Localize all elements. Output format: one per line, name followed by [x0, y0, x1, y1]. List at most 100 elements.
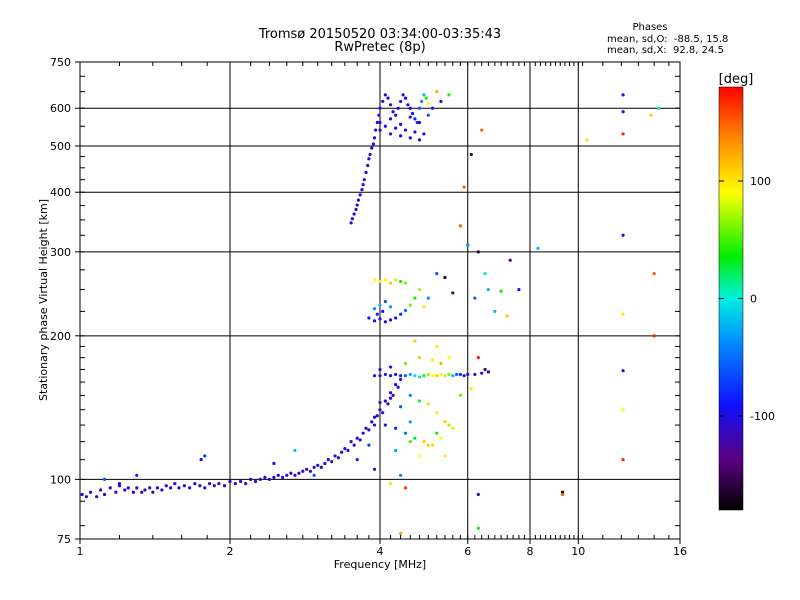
- y-tick-label: 300: [50, 246, 71, 259]
- echo-point: [367, 157, 371, 161]
- phases-heading: Phases: [632, 22, 668, 33]
- echo-point: [381, 309, 385, 314]
- echo-point: [372, 136, 377, 140]
- echo-point: [207, 481, 212, 486]
- echo-point: [249, 477, 253, 482]
- echo-point: [408, 372, 412, 377]
- x-tick-label: 6: [464, 545, 471, 558]
- echo-point: [439, 436, 443, 440]
- echo-point: [621, 93, 625, 97]
- echo-point: [375, 414, 379, 418]
- echo-point: [355, 436, 359, 440]
- echo-point: [430, 358, 435, 362]
- echo-point: [378, 367, 382, 372]
- echo-point: [430, 106, 435, 110]
- echo-point: [426, 101, 430, 105]
- echo-point: [383, 320, 387, 324]
- echo-point: [336, 456, 340, 460]
- echo-point: [657, 106, 661, 110]
- echo-point: [355, 203, 359, 207]
- echo-point: [362, 178, 366, 182]
- echo-point: [399, 374, 403, 378]
- echo-point: [466, 372, 470, 377]
- echo-point: [443, 275, 447, 280]
- echo-point: [383, 372, 387, 377]
- echo-point: [447, 93, 451, 97]
- echo-point: [439, 361, 443, 366]
- echo-point: [177, 486, 181, 490]
- echo-point: [447, 356, 451, 360]
- echo-point: [346, 448, 350, 453]
- echo-point: [486, 287, 490, 292]
- echo-point: [399, 377, 403, 382]
- echo-point: [406, 103, 410, 107]
- echo-point: [560, 490, 565, 494]
- echo-point: [388, 481, 393, 486]
- x-tick-label: 1: [77, 545, 84, 558]
- echo-point: [114, 490, 118, 494]
- echo-point: [435, 344, 439, 349]
- echo-point: [621, 132, 625, 136]
- echo-point: [375, 312, 379, 316]
- echo-point: [426, 113, 430, 117]
- echo-point: [408, 393, 412, 398]
- echo-point: [143, 488, 147, 492]
- echo-point: [316, 463, 320, 467]
- echo-point: [403, 486, 408, 490]
- echo-point: [394, 383, 398, 387]
- echo-point: [430, 443, 435, 447]
- echo-point: [473, 372, 477, 377]
- echo-point: [486, 370, 490, 374]
- echo-point: [381, 99, 385, 104]
- y-tick-label: 400: [50, 186, 71, 199]
- echo-point: [417, 287, 422, 292]
- echo-point: [198, 484, 202, 488]
- echo-point: [378, 408, 382, 412]
- echo-point: [378, 279, 382, 284]
- echo-point: [430, 374, 435, 378]
- echo-point: [330, 459, 334, 464]
- echo-point: [272, 475, 276, 479]
- echo-point: [358, 193, 362, 197]
- echo-point: [462, 185, 466, 189]
- echo-point: [84, 495, 88, 499]
- echo-point: [371, 142, 376, 146]
- echo-point: [383, 124, 387, 128]
- echo-point: [388, 305, 393, 309]
- echo-point: [417, 138, 422, 142]
- echo-point: [435, 374, 439, 378]
- echo-point: [399, 531, 403, 536]
- echo-point: [458, 224, 463, 228]
- echo-point: [413, 339, 417, 343]
- echo-point: [343, 447, 347, 451]
- echo-point: [333, 454, 337, 458]
- echo-point: [417, 356, 422, 360]
- x-tick-label: 8: [527, 545, 534, 558]
- echo-point: [426, 402, 430, 406]
- echo-point: [469, 152, 473, 157]
- echo-point: [378, 120, 382, 125]
- echo-point: [228, 479, 232, 484]
- echo-point: [462, 374, 466, 378]
- echo-point: [394, 448, 398, 453]
- echo-point: [493, 309, 497, 314]
- echo-point: [408, 136, 412, 140]
- echo-point: [413, 117, 417, 121]
- echo-point: [319, 465, 323, 469]
- echo-point: [403, 431, 408, 435]
- echo-point: [443, 420, 447, 424]
- x-axis-label: Frequency [MHz]: [334, 558, 426, 571]
- echo-point: [517, 287, 521, 292]
- echo-point: [447, 423, 451, 427]
- echo-point: [443, 374, 447, 378]
- echo-point: [272, 461, 276, 466]
- x-tick-label: 2: [227, 545, 234, 558]
- echo-point: [305, 467, 309, 471]
- echo-point: [349, 440, 353, 444]
- y-tick-label: 100: [50, 473, 71, 486]
- echo-point: [222, 484, 227, 488]
- echo-point: [372, 307, 377, 311]
- echo-point: [435, 411, 439, 415]
- echo-point: [361, 182, 365, 187]
- echo-point: [388, 391, 393, 395]
